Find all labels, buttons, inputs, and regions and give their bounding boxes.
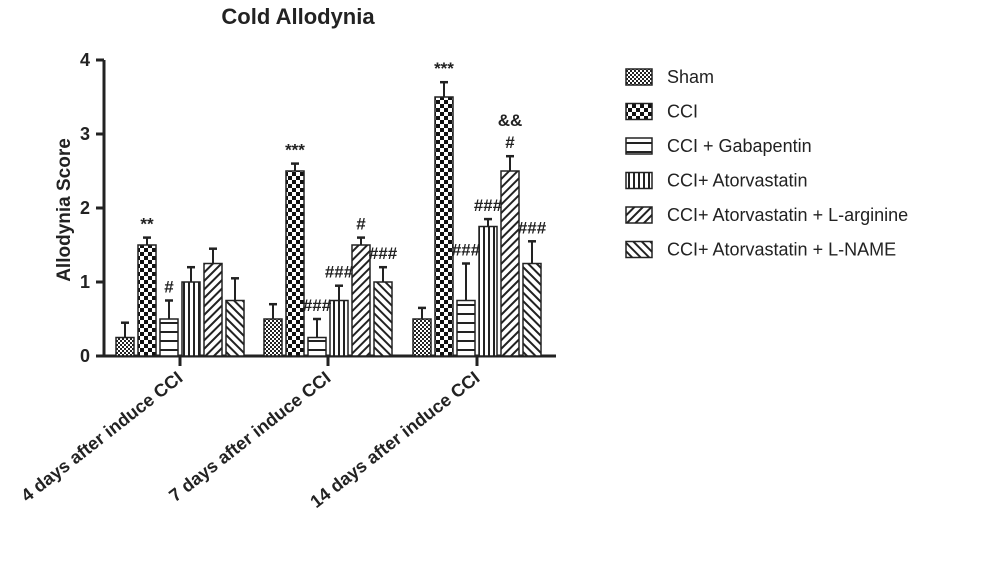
significance-label: ### [369, 244, 398, 263]
legend-swatch [625, 206, 653, 224]
x-ticks [178, 356, 479, 366]
y-ticks: 0 1 2 3 4 [80, 50, 104, 366]
y-tick-label: 1 [80, 272, 90, 292]
significance-label: *** [285, 141, 305, 160]
bar [285, 170, 305, 357]
bar [225, 299, 245, 357]
category-label: 4 days after induce CCI [17, 367, 186, 505]
bar [522, 262, 542, 357]
significance-label: # [164, 278, 174, 297]
legend: Sham CCI CCI + Gabapentin CCI+ Atorvastatin… [625, 67, 908, 260]
legend-label: CCI+ Atorvastatin + L-NAME [667, 240, 896, 260]
legend-swatch [625, 137, 653, 155]
significance-annotations: **#***##########***##########&& [140, 59, 546, 315]
bar [115, 336, 135, 357]
y-tick-label: 0 [80, 346, 90, 366]
y-tick-label: 2 [80, 198, 90, 218]
bar [203, 262, 223, 357]
legend-label: Sham [667, 67, 714, 87]
category-label: 7 days after induce CCI [165, 367, 334, 505]
bar [434, 96, 454, 357]
significance-label: ### [518, 218, 547, 237]
significance-label: ** [140, 215, 154, 234]
legend-swatch [625, 102, 653, 121]
chart-title: Cold Allodynia [221, 4, 375, 29]
y-tick-label: 4 [80, 50, 90, 70]
error-bars [121, 80, 536, 338]
category-label: 14 days after induce CCI [306, 367, 483, 511]
legend-label: CCI+ Atorvastatin [667, 171, 808, 191]
bar [159, 318, 179, 357]
bar [456, 299, 476, 357]
significance-label: *** [434, 59, 454, 78]
bar [351, 244, 371, 357]
significance-label: ### [325, 263, 354, 282]
significance-label: # [505, 133, 515, 152]
significance-label: ### [303, 296, 332, 315]
significance-label: # [356, 215, 366, 234]
significance-label: ### [452, 241, 481, 260]
bar [500, 170, 520, 357]
legend-label: CCI+ Atorvastatin + L-arginine [667, 205, 908, 225]
bar [263, 318, 283, 357]
legend-label: CCI + Gabapentin [667, 136, 812, 156]
bar [329, 299, 349, 357]
significance-label: && [498, 111, 523, 130]
bar [478, 225, 498, 357]
bar [412, 318, 432, 357]
legend-label: CCI [667, 102, 698, 122]
bar [373, 281, 393, 357]
legend-swatch [625, 68, 653, 86]
significance-label: ### [474, 196, 503, 215]
bars [115, 96, 542, 357]
y-axis-title: Allodynia Score [54, 138, 75, 282]
bar [137, 244, 157, 357]
bar [181, 281, 201, 357]
y-tick-label: 3 [80, 124, 90, 144]
legend-swatch [625, 240, 653, 259]
bar [307, 336, 327, 357]
legend-swatch [625, 171, 653, 190]
